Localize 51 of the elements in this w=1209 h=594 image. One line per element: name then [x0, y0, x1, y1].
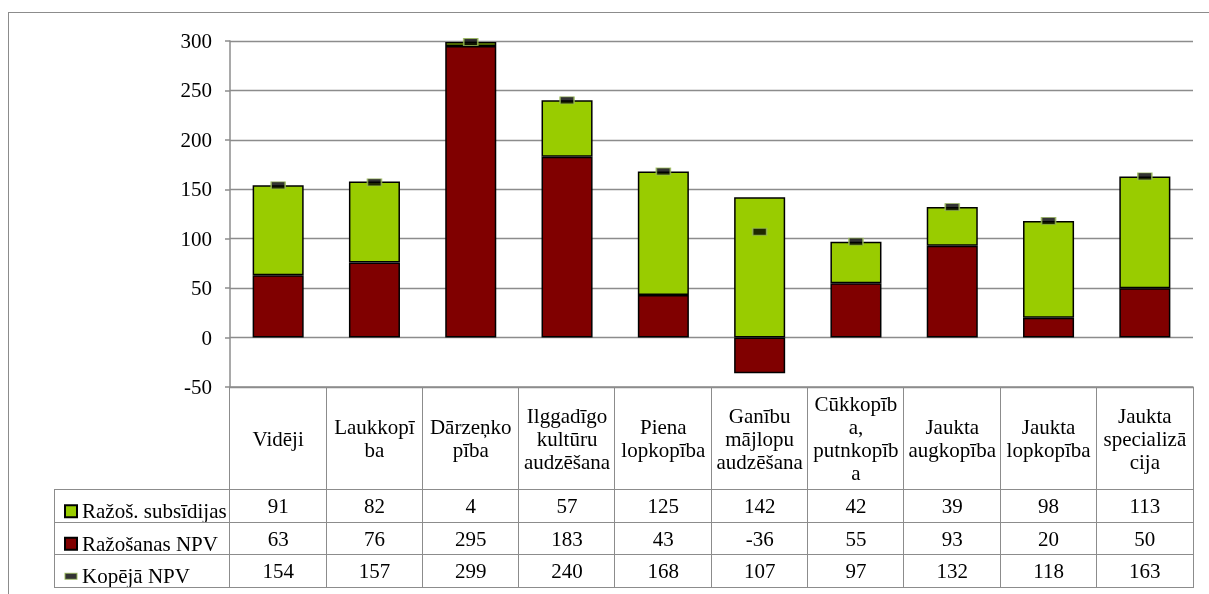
y-tick-label: 0 [201, 325, 212, 350]
data-label: 168 [647, 559, 680, 584]
data-label: 98 [1038, 494, 1060, 519]
data-label: 118 [1033, 559, 1064, 584]
y-tick-label: 100 [180, 226, 212, 251]
data-label: 299 [454, 559, 487, 584]
data-label: 55 [845, 526, 867, 551]
data-label: -36 [745, 526, 774, 551]
data-label: 240 [551, 559, 583, 584]
data-label: 93 [941, 526, 963, 551]
data-label: 107 [743, 559, 776, 584]
data-label: 63 [267, 526, 289, 551]
data-label: 39 [941, 494, 963, 519]
data-label: 183 [551, 526, 583, 551]
data-label: 20 [1038, 526, 1060, 551]
data-label: 43 [652, 526, 674, 551]
data-label: 91 [267, 494, 289, 519]
data-label: 125 [647, 494, 680, 519]
data-label: 4 [465, 494, 476, 519]
x-tick-label: Ilggadīgo kultūru audzēšana [523, 403, 611, 474]
legend-label: Kopējā NPV [82, 564, 190, 589]
data-label: 142 [743, 494, 776, 519]
x-tick-label: Cūkkopība, putnkopība [813, 392, 899, 485]
x-tick-label: Vidēji [252, 426, 304, 451]
data-label: 76 [363, 526, 385, 551]
data-label: 82 [363, 494, 385, 519]
x-tick-label: Jaukta lopkopība [1006, 415, 1092, 462]
legend-label: Ražošanas NPV [82, 531, 218, 556]
x-tick-label: Jaukta specializācija [1103, 403, 1187, 474]
data-label: 154 [262, 559, 294, 584]
y-tick-label: 200 [180, 127, 212, 152]
legend-label: Ražoš. subsīdijas [82, 499, 227, 524]
data-label: 163 [1129, 559, 1161, 584]
y-tick-label: 50 [191, 276, 212, 301]
data-label: 97 [845, 559, 867, 584]
data-label: 132 [936, 559, 968, 584]
x-tick-label: Laukkopība [334, 415, 416, 462]
data-label: 42 [845, 494, 867, 519]
data-label: 50 [1134, 526, 1156, 551]
data-label: 295 [454, 526, 487, 551]
x-tick-label: Piena lopkopība [621, 415, 707, 462]
x-tick-label: Jaukta augkopība [908, 415, 997, 462]
x-tick-label: Ganību mājlopu audzēšana [716, 403, 804, 474]
x-tick-label: Dārzeņkopība [429, 415, 512, 462]
data-label: 57 [556, 494, 578, 519]
y-tick-label: 300 [180, 29, 212, 53]
y-tick-label: -50 [184, 375, 212, 399]
y-tick-label: 150 [180, 177, 212, 202]
data-label: 157 [358, 559, 391, 584]
y-tick-label: 250 [180, 78, 212, 103]
data-label: 113 [1129, 494, 1161, 519]
